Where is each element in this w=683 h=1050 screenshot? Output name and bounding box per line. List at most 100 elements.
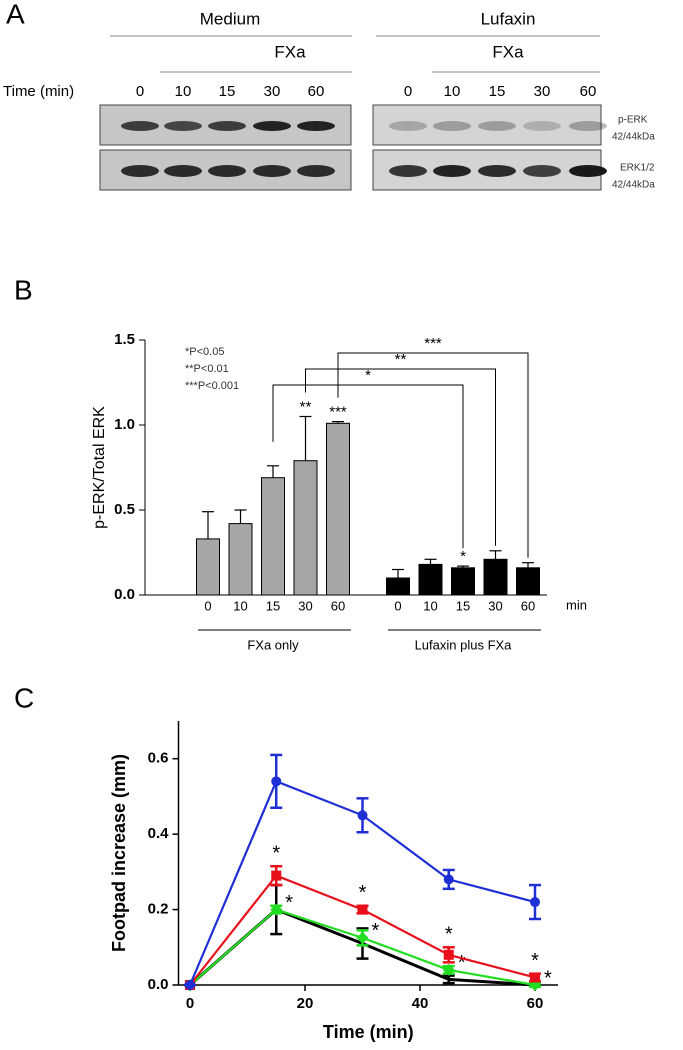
- marker: [443, 874, 454, 885]
- lane-label: 60: [580, 83, 597, 100]
- blot-size: 42/44kDa: [612, 132, 655, 143]
- panel-label: C: [14, 682, 34, 713]
- band: [164, 121, 202, 131]
- marker: [271, 776, 282, 787]
- blot: [372, 104, 602, 146]
- lane-label: 0: [404, 83, 412, 100]
- bar: [326, 422, 350, 596]
- group-label: FXa only: [247, 637, 299, 652]
- band: [297, 121, 335, 131]
- band: [208, 165, 246, 177]
- bracket: [305, 368, 496, 546]
- treatment-name: FXa: [492, 42, 524, 61]
- significance: *: [458, 952, 466, 974]
- blot-name: ERK1/2: [620, 163, 655, 174]
- band: [433, 121, 471, 131]
- band: [478, 121, 516, 131]
- bar: [483, 558, 508, 596]
- band: [523, 121, 561, 131]
- bar: [293, 460, 318, 596]
- band: [253, 165, 291, 177]
- significance: ***: [329, 404, 347, 421]
- significance: *: [285, 892, 293, 914]
- marker: [356, 931, 369, 944]
- bar: [386, 577, 410, 596]
- significance: *: [544, 967, 552, 989]
- bar: [451, 567, 475, 596]
- lane-label: 10: [175, 83, 192, 100]
- significance: *: [272, 842, 280, 864]
- y-tick-label: 0.2: [148, 901, 169, 918]
- significance: *: [372, 920, 380, 942]
- x-tick-label: 15: [266, 598, 280, 613]
- lane-label: 30: [534, 83, 551, 100]
- y-tick-label: 1.5: [114, 331, 135, 348]
- x-tick-label: 15: [456, 598, 470, 613]
- band: [389, 165, 427, 177]
- bar: [516, 567, 540, 596]
- bracket-label: **: [395, 351, 407, 368]
- bracket: [337, 352, 529, 558]
- band: [389, 121, 427, 131]
- bar: [261, 477, 285, 596]
- panel-label: B: [14, 274, 33, 305]
- x-tick-label: 30: [298, 598, 312, 613]
- band: [121, 121, 159, 131]
- note: *P<0.05: [185, 346, 224, 358]
- x-tick-label: 60: [527, 995, 544, 1012]
- x-tick-label: 0: [394, 598, 401, 613]
- lane-label: 15: [489, 83, 506, 100]
- bar: [196, 538, 220, 596]
- bar: [228, 523, 253, 596]
- marker: [270, 903, 283, 916]
- band: [253, 121, 291, 131]
- band: [478, 165, 516, 177]
- y-axis-title: p-ERK/Total ERK: [91, 406, 108, 529]
- marker: [443, 949, 454, 960]
- y-tick-label: 0.0: [148, 976, 169, 993]
- x-tick-label: 10: [233, 598, 247, 613]
- marker: [442, 963, 455, 976]
- marker: [357, 810, 368, 821]
- significance: *: [359, 882, 367, 904]
- y-tick-label: 0.0: [114, 586, 135, 603]
- panel-label: A: [6, 0, 25, 29]
- y-axis-title: Footpad increase (mm): [109, 754, 129, 952]
- band: [121, 165, 159, 177]
- blot-size: 42/44kDa: [612, 180, 655, 191]
- blot-name: p-ERK: [618, 115, 648, 126]
- marker: [185, 980, 195, 990]
- note: ***P<0.001: [185, 380, 239, 392]
- y-tick-label: 0.4: [148, 825, 170, 842]
- x-tick-label: 30: [488, 598, 502, 613]
- group-name: Medium: [200, 9, 260, 28]
- bracket: [272, 384, 464, 549]
- note: **P<0.01: [185, 363, 229, 375]
- group-label: Lufaxin plus FXa: [415, 637, 513, 652]
- x-tick-label: 60: [521, 598, 535, 613]
- y-tick-label: 1.0: [114, 416, 135, 433]
- band: [569, 121, 607, 131]
- marker: [530, 897, 540, 908]
- significance: *: [460, 548, 466, 565]
- lane-label: 60: [308, 83, 325, 100]
- x-tick-label: 40: [412, 995, 429, 1012]
- band: [523, 165, 561, 177]
- x-tick-label: 0: [186, 995, 194, 1012]
- marker: [357, 904, 368, 915]
- y-tick-label: 0.6: [148, 750, 169, 767]
- x-tick-label: 0: [204, 598, 211, 613]
- band: [208, 121, 246, 131]
- y-tick-label: 0.5: [114, 501, 135, 518]
- bracket-label: ***: [424, 335, 442, 352]
- x-tick-label: 10: [423, 598, 437, 613]
- lane-label: 10: [444, 83, 461, 100]
- lane-label: 30: [264, 83, 281, 100]
- band: [433, 165, 471, 177]
- bracket-label: *: [365, 367, 371, 384]
- significance: *: [531, 950, 539, 972]
- x-unit: min: [566, 597, 587, 612]
- lane-label: 0: [136, 83, 144, 100]
- x-tick-label: 60: [331, 598, 345, 613]
